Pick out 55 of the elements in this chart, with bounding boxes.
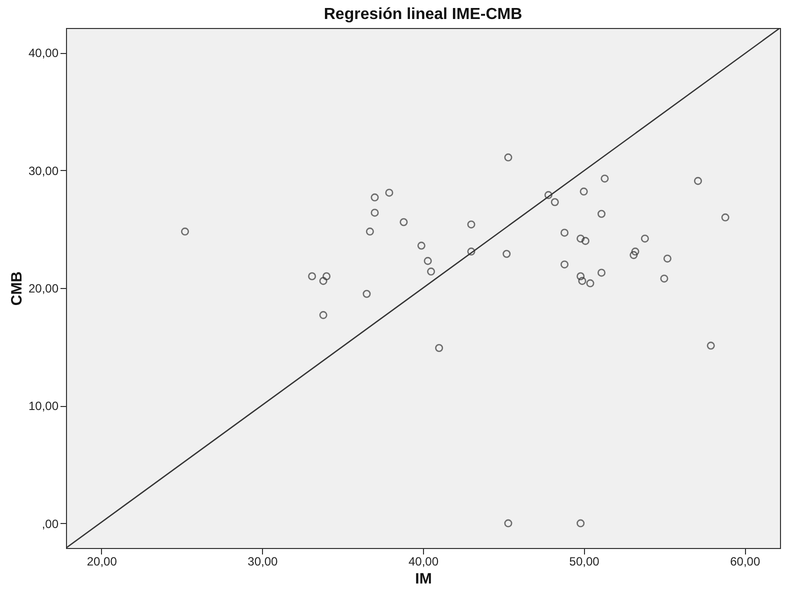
point (427, 268, 436, 276)
point (502, 250, 511, 258)
y-tick-label: 10,00 (28, 399, 59, 414)
x-tick-label: 60,00 (730, 554, 760, 568)
point (576, 234, 585, 243)
point (370, 208, 379, 217)
x-tick-label: 40,00 (408, 554, 439, 568)
point (322, 272, 331, 280)
point (576, 272, 585, 280)
point (504, 519, 512, 528)
point (597, 268, 606, 277)
point (581, 236, 590, 245)
x-tick-label: 30,00 (248, 554, 278, 568)
point (467, 220, 476, 228)
x-axis-title: IM (415, 570, 432, 588)
point (640, 234, 649, 243)
point (385, 188, 394, 197)
y-tick-label: 30,00 (28, 164, 59, 178)
point (630, 251, 638, 260)
y-tick-label: 40,00 (28, 46, 59, 60)
point (597, 210, 606, 218)
point (586, 279, 594, 288)
point (180, 228, 190, 236)
point (366, 228, 374, 236)
point (319, 311, 328, 320)
point (631, 248, 640, 256)
point (362, 290, 371, 298)
point (308, 272, 316, 280)
y-axis-title: CMB (8, 271, 26, 306)
y-tick-label: 20,00 (28, 282, 59, 296)
y-tick-label: ,00 (42, 516, 59, 531)
x-tick-label: 20,00 (86, 554, 118, 568)
point (560, 228, 569, 237)
point (560, 260, 569, 268)
point (706, 342, 715, 350)
point (370, 193, 379, 202)
point (663, 254, 672, 263)
point (580, 188, 588, 196)
point (467, 248, 476, 256)
point (576, 519, 585, 528)
point (435, 344, 444, 352)
point (319, 276, 328, 285)
point (550, 198, 559, 206)
chart-title: Regresión lineal IME-CMB (324, 6, 522, 23)
point (721, 213, 730, 222)
point (417, 242, 426, 250)
point (424, 256, 432, 265)
point (504, 153, 512, 162)
point (400, 218, 408, 226)
x-tick-label: 50,00 (569, 554, 600, 568)
point (660, 274, 668, 283)
point (578, 276, 586, 285)
point (694, 176, 702, 185)
point (600, 174, 609, 183)
point (544, 191, 552, 200)
